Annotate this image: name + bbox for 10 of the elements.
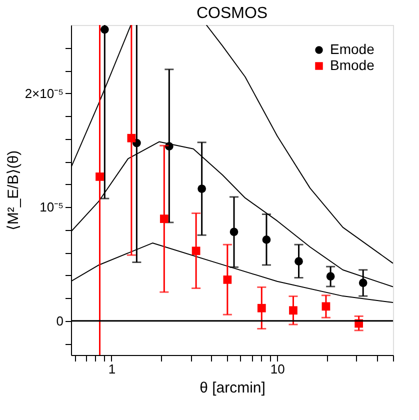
x-tick-label: 10: [270, 362, 285, 376]
legend-label: Bmode: [330, 57, 375, 73]
x-axis-title: θ [arcmin]: [200, 380, 266, 396]
chart-title: COSMOS: [196, 5, 268, 22]
y-axis-title: ⟨M²_E/B⟩(θ): [4, 150, 22, 231]
y-tick-label: 10⁻⁵: [40, 200, 64, 215]
legend-label: Emode: [330, 41, 375, 57]
y-tick-label: 0: [56, 313, 64, 328]
x-tick-label: 1: [108, 362, 116, 376]
y-tick-label: 2×10⁻⁵: [24, 86, 64, 101]
